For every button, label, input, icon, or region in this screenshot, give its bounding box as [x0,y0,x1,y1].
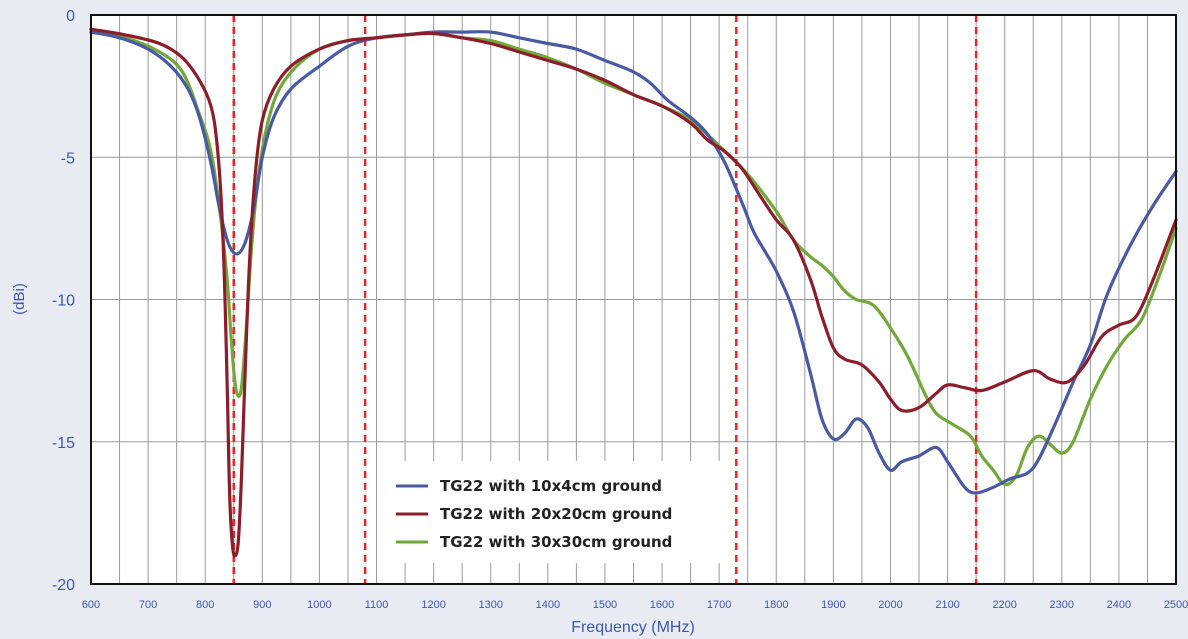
x-tick-label: 2200 [992,599,1016,611]
x-tick-label: 1100 [365,599,389,611]
series-line-2 [89,27,1178,558]
x-tick-label: 2000 [878,599,902,611]
plot-frame [90,14,1177,585]
x-tick-label: 600 [82,599,100,611]
x-tick-label: 700 [139,599,157,611]
legend-entry: TG22 with 20x20cm ground [440,505,672,523]
x-tick-label: 800 [196,599,214,611]
series-lines [89,27,1178,558]
legend-entry: TG22 with 30x30cm ground [440,533,672,551]
x-tick-label: 1900 [821,599,845,611]
x-tick-label: 1300 [478,599,502,611]
series-line-3 [89,30,1178,487]
x-tick-label: 1400 [536,599,560,611]
x-tick-label: 1200 [421,599,445,611]
y-tick-label: -15 [52,435,75,452]
y-tick-label: -20 [52,577,75,594]
legend-entry: TG22 with 10x4cm ground [440,477,662,495]
x-tick-label: 1700 [707,599,731,611]
x-tick-label: 2300 [1050,599,1074,611]
x-tick-labels: 600 700 800 900 1000 1100 1200 1300 1400 1500 1600… [82,599,1188,611]
x-tick-label: 1000 [307,599,331,611]
x-tick-label: 2100 [935,599,959,611]
y-tick-label: -5 [61,150,75,167]
reference-lines [232,15,978,584]
x-tick-label: 2400 [1107,599,1131,611]
y-tick-label: 0 [66,8,75,25]
y-tick-label: -10 [52,293,75,310]
y-tick-labels: 0 -5 -10 -15 -20 [52,8,75,594]
x-tick-label: 1600 [650,599,674,611]
legend: TG22 with 10x4cm ground TG22 with 20x20cm… [381,461,720,563]
x-tick-label: 900 [253,599,271,611]
x-axis-label: Frequency (MHz) [571,619,695,636]
y-axis-label: (dBi) [11,283,28,315]
x-tick-label: 2500 [1164,599,1188,611]
legend-box [381,461,720,563]
series-line-1 [89,30,1178,495]
x-tick-label: 1800 [764,599,788,611]
x-tick-label: 1500 [593,599,617,611]
